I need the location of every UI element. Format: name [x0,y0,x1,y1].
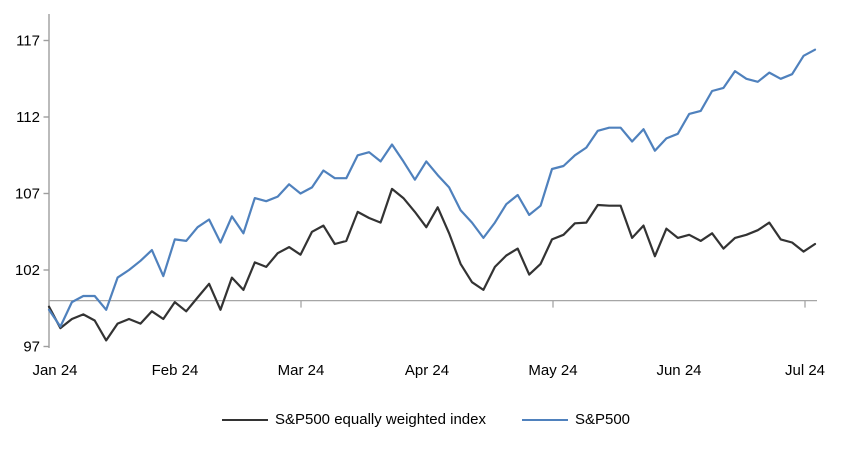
x-axis-tick-label: Apr 24 [405,362,449,379]
legend-label-sp500: S&P500 [574,411,631,428]
x-axis-tick-label: Jun 24 [656,362,701,379]
y-axis-tick-label: 112 [16,109,40,126]
sp500-line-swatch [521,418,568,421]
x-axis-tick-label: Mar 24 [278,362,325,379]
sp500-equal-weight-line [47,187,817,342]
legend-label-sp500-equal-weight: S&P500 equally weighted index [274,411,486,428]
sp500-line [47,48,817,328]
y-axis-tick-label: 97 [23,339,40,356]
legend-item-sp500-equal-weight: S&P500 equally weighted index [221,411,486,428]
sp500-equal-weight-line-swatch [221,418,268,421]
x-axis-tick-label: Jul 24 [785,362,825,379]
line-chart: 117 112 107 102 97 Jan 24 Feb 24 Mar 24 Apr 24 Ma… [15,14,825,379]
y-axis-tick-label: 102 [15,262,40,279]
y-axis-tick-label: 107 [15,186,40,203]
chart-legend: S&P500 equally weighted index S&P500 [0,411,852,428]
y-axis-tick-label: 117 [16,33,40,50]
x-axis-tick-label: May 24 [528,362,577,379]
x-axis-tick-label: Feb 24 [152,362,199,379]
x-axis-tick-label: Jan 24 [32,362,77,379]
legend-item-sp500: S&P500 [521,411,631,428]
